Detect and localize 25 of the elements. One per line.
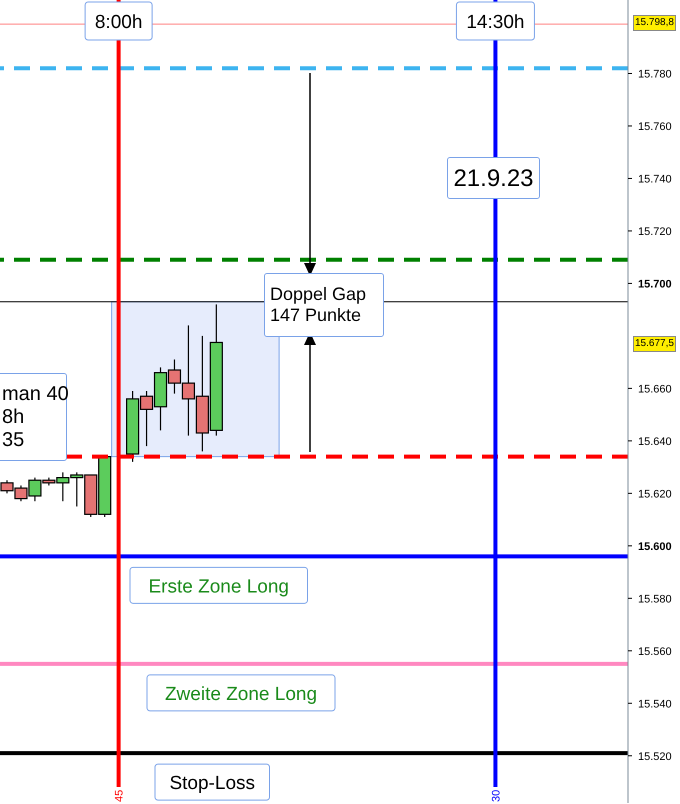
x-tick-label: 30 <box>490 790 502 802</box>
ref-line-label: Zweite Zone Long <box>164 684 318 705</box>
text: 15.677,5 <box>633 336 676 352</box>
ref-line-label: 8:00h <box>94 12 142 33</box>
text: 15.798,8 <box>633 15 676 31</box>
y-tick-label: 15.640 <box>638 436 672 448</box>
y-tick-label: 15.620 <box>638 488 672 500</box>
y-tick-label: 15.700 <box>638 278 672 290</box>
y-tick-label: 15.740 <box>638 173 672 186</box>
y-tick-label: 15.600 <box>638 540 672 553</box>
y-tick-label: 15.520 <box>638 750 672 763</box>
annotation: Doppel Gap 147 Punkte <box>270 284 366 326</box>
y-tick-label: 15.760 <box>638 120 672 133</box>
ref-line-label: Stop-Loss <box>169 773 256 794</box>
annotation: 21.9.23 <box>453 164 534 192</box>
annotation: man 40 8h 35 <box>2 382 69 452</box>
ref-line-label: 14:30h <box>466 12 524 33</box>
y-tick-label: 15.660 <box>638 383 672 396</box>
ref-line-label: Erste Zone Long <box>148 576 289 598</box>
y-tick-label: 15.580 <box>638 593 672 606</box>
y-tick-label: 15.780 <box>638 68 672 80</box>
y-tick-label: 15.540 <box>638 698 672 710</box>
x-tick-label: 45 <box>114 790 126 802</box>
y-tick-label: 15.720 <box>638 226 672 238</box>
y-tick-label: 15.560 <box>638 646 672 658</box>
